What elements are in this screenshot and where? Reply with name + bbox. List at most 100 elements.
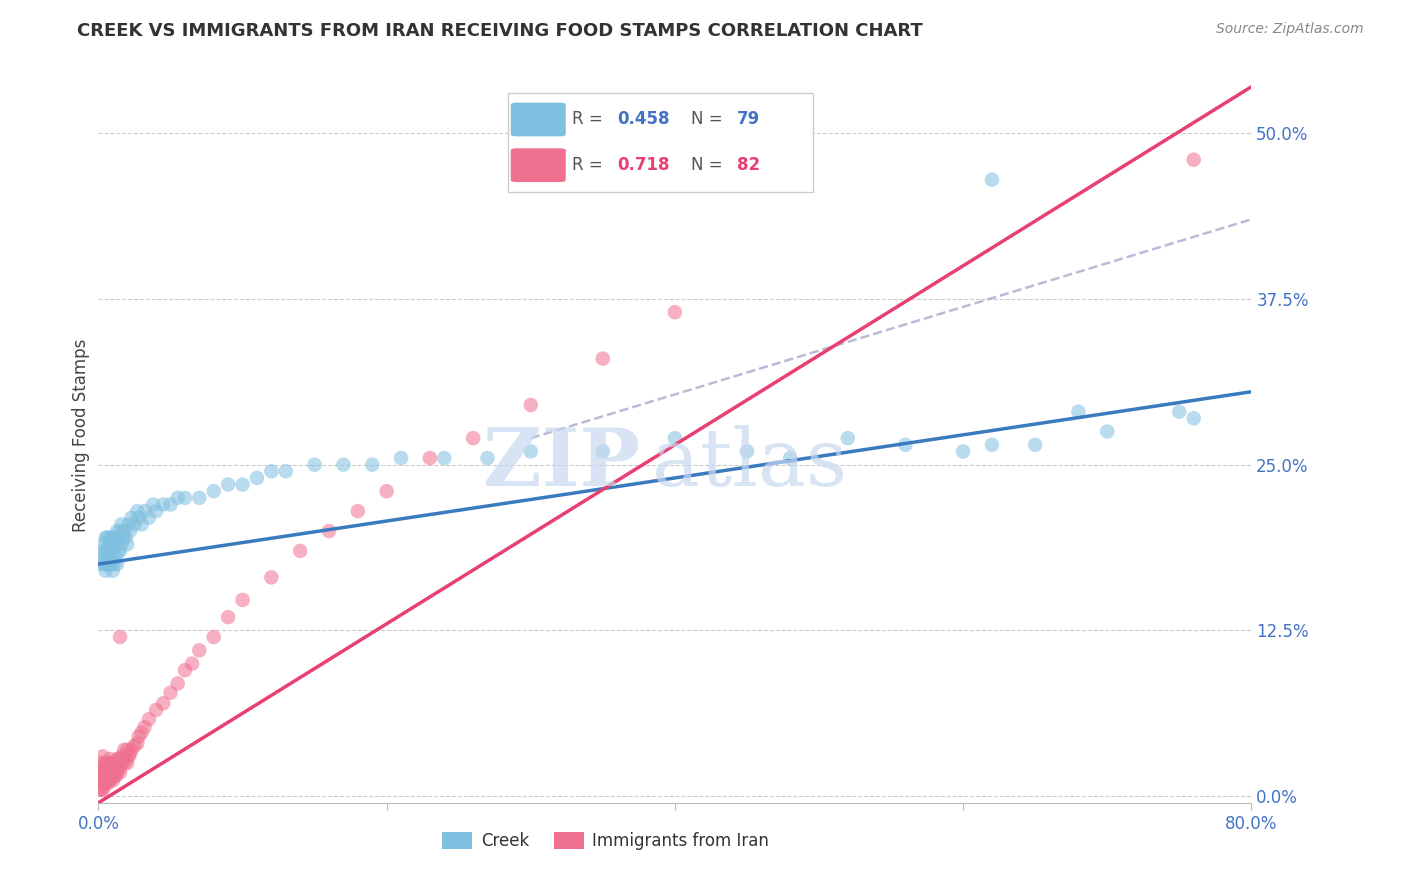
Point (98, 752, 121, 766)
Point (108, 544, 131, 558)
Point (166, 676, 188, 690)
Point (124, 517, 146, 532)
Point (111, 752, 134, 766)
Point (105, 524, 128, 538)
Point (105, 765, 128, 780)
Point (837, 431, 859, 445)
Point (91, 776, 114, 790)
Point (112, 524, 135, 538)
Point (138, 510, 160, 524)
Point (103, 557, 125, 571)
Point (217, 610, 239, 624)
Point (117, 743, 139, 757)
Point (127, 736, 149, 750)
Y-axis label: Receiving Food Stamps: Receiving Food Stamps (72, 338, 90, 532)
Point (94, 564, 117, 578)
Point (94, 531, 117, 545)
Point (134, 504, 156, 518)
Point (246, 471, 269, 485)
Point (97, 756, 120, 770)
Point (127, 504, 149, 518)
Point (100, 769, 122, 783)
Point (91, 782, 114, 797)
Point (121, 743, 143, 757)
Point (91, 550, 114, 565)
Point (894, 438, 917, 452)
Point (202, 630, 225, 644)
Point (110, 537, 132, 551)
Point (103, 769, 125, 783)
Point (520, 444, 543, 458)
Point (108, 760, 131, 774)
Point (332, 458, 354, 472)
Point (117, 537, 139, 551)
Point (318, 524, 340, 538)
Legend: Creek, Immigrants from Iran: Creek, Immigrants from Iran (436, 825, 776, 857)
Point (91, 763, 114, 777)
Point (101, 531, 124, 545)
Point (93, 557, 115, 571)
Point (260, 570, 283, 584)
Point (118, 517, 141, 532)
Point (104, 531, 127, 545)
Point (1168, 404, 1191, 418)
Point (110, 749, 132, 764)
Point (89, 776, 111, 790)
Point (96, 773, 118, 788)
Point (98, 763, 121, 777)
Point (375, 484, 398, 499)
Point (93, 769, 115, 783)
Point (779, 451, 801, 466)
Point (94, 765, 117, 780)
Point (93, 760, 115, 774)
Point (97, 557, 120, 571)
Point (592, 444, 614, 458)
Point (419, 451, 441, 466)
Point (94, 756, 117, 770)
Point (124, 739, 146, 753)
Point (128, 510, 150, 524)
Point (107, 752, 129, 766)
Point (260, 464, 283, 478)
Point (520, 398, 543, 412)
Point (181, 657, 204, 671)
Point (104, 769, 127, 783)
Point (159, 498, 181, 512)
Point (103, 760, 125, 774)
Point (121, 510, 143, 524)
Text: CREEK VS IMMIGRANTS FROM IRAN RECEIVING FOOD STAMPS CORRELATION CHART: CREEK VS IMMIGRANTS FROM IRAN RECEIVING … (77, 22, 924, 40)
Point (97, 550, 120, 565)
Point (304, 458, 326, 472)
Point (361, 458, 384, 472)
Point (107, 544, 129, 558)
Point (1097, 425, 1119, 439)
Point (188, 643, 211, 657)
Point (111, 531, 134, 545)
Point (93, 779, 115, 793)
Point (97, 765, 120, 780)
Point (89, 763, 111, 777)
Point (477, 451, 499, 466)
Point (105, 557, 128, 571)
Point (93, 537, 115, 551)
Point (90, 769, 112, 783)
Point (131, 725, 153, 739)
Point (91, 749, 114, 764)
Point (114, 752, 136, 766)
Point (131, 517, 153, 532)
Point (100, 537, 122, 551)
Point (145, 504, 167, 518)
Point (174, 491, 197, 505)
Point (202, 484, 225, 499)
Point (433, 451, 456, 466)
Point (96, 763, 118, 777)
Point (105, 752, 128, 766)
Point (90, 557, 112, 571)
Point (91, 769, 114, 783)
Point (166, 491, 188, 505)
Point (98, 557, 121, 571)
Point (174, 663, 197, 677)
Point (90, 756, 112, 770)
Point (346, 504, 368, 518)
Point (100, 756, 122, 770)
